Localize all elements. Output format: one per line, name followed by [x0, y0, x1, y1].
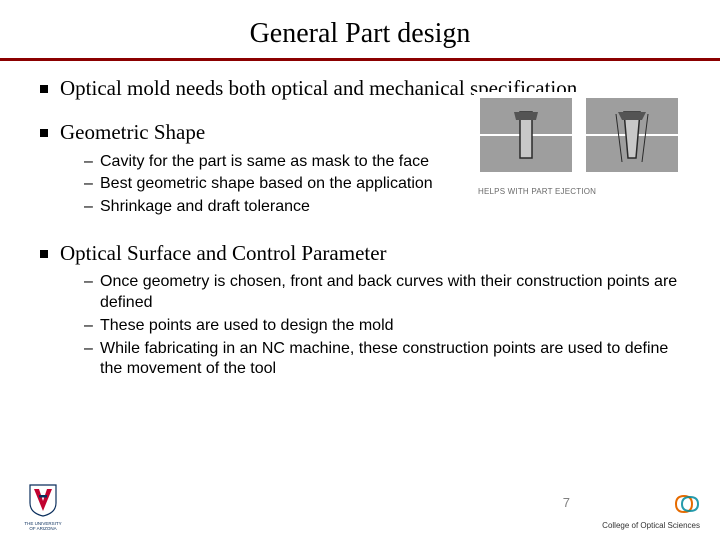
- sub-item-text: Shrinkage and draft tolerance: [100, 197, 680, 218]
- dash-icon: –: [84, 197, 100, 218]
- section-1-title: Geometric Shape: [60, 119, 205, 145]
- dash-icon: –: [84, 339, 100, 360]
- dash-icon: –: [84, 316, 100, 337]
- optical-sciences-text: College of Optical Sciences: [602, 521, 700, 530]
- square-bullet-icon: [40, 129, 48, 137]
- optical-sciences-logo: College of Optical Sciences: [602, 494, 700, 530]
- page-number: 7: [563, 495, 570, 510]
- list-item: – These points are used to design the mo…: [84, 316, 680, 337]
- dash-icon: –: [84, 174, 100, 195]
- dash-icon: –: [84, 152, 100, 173]
- ua-logo-text: THE UNIVERSITY OF ARIZONA: [24, 522, 62, 532]
- section-optical-surface: Optical Surface and Control Parameter – …: [40, 240, 680, 380]
- section-2-title: Optical Surface and Control Parameter: [60, 240, 387, 266]
- sub-item-text: Once geometry is chosen, front and back …: [100, 272, 680, 314]
- list-item: – Once geometry is chosen, front and bac…: [84, 272, 680, 314]
- sub-item-text: These points are used to design the mold: [100, 316, 680, 337]
- mold-diagram: HELPS WITH PART EJECTION: [474, 92, 684, 198]
- dash-icon: –: [84, 272, 100, 293]
- ua-logo: THE UNIVERSITY OF ARIZONA: [24, 483, 62, 532]
- title-rule: [0, 58, 720, 61]
- sub-item-text: While fabricating in an NC machine, thes…: [100, 339, 680, 381]
- square-bullet-icon: [40, 250, 48, 258]
- list-item: – Shrinkage and draft tolerance: [84, 197, 680, 218]
- slide-title: General Part design: [36, 18, 684, 50]
- list-item: – While fabricating in an NC machine, th…: [84, 339, 680, 381]
- diagram-caption: HELPS WITH PART EJECTION: [478, 187, 596, 196]
- square-bullet-icon: [40, 85, 48, 93]
